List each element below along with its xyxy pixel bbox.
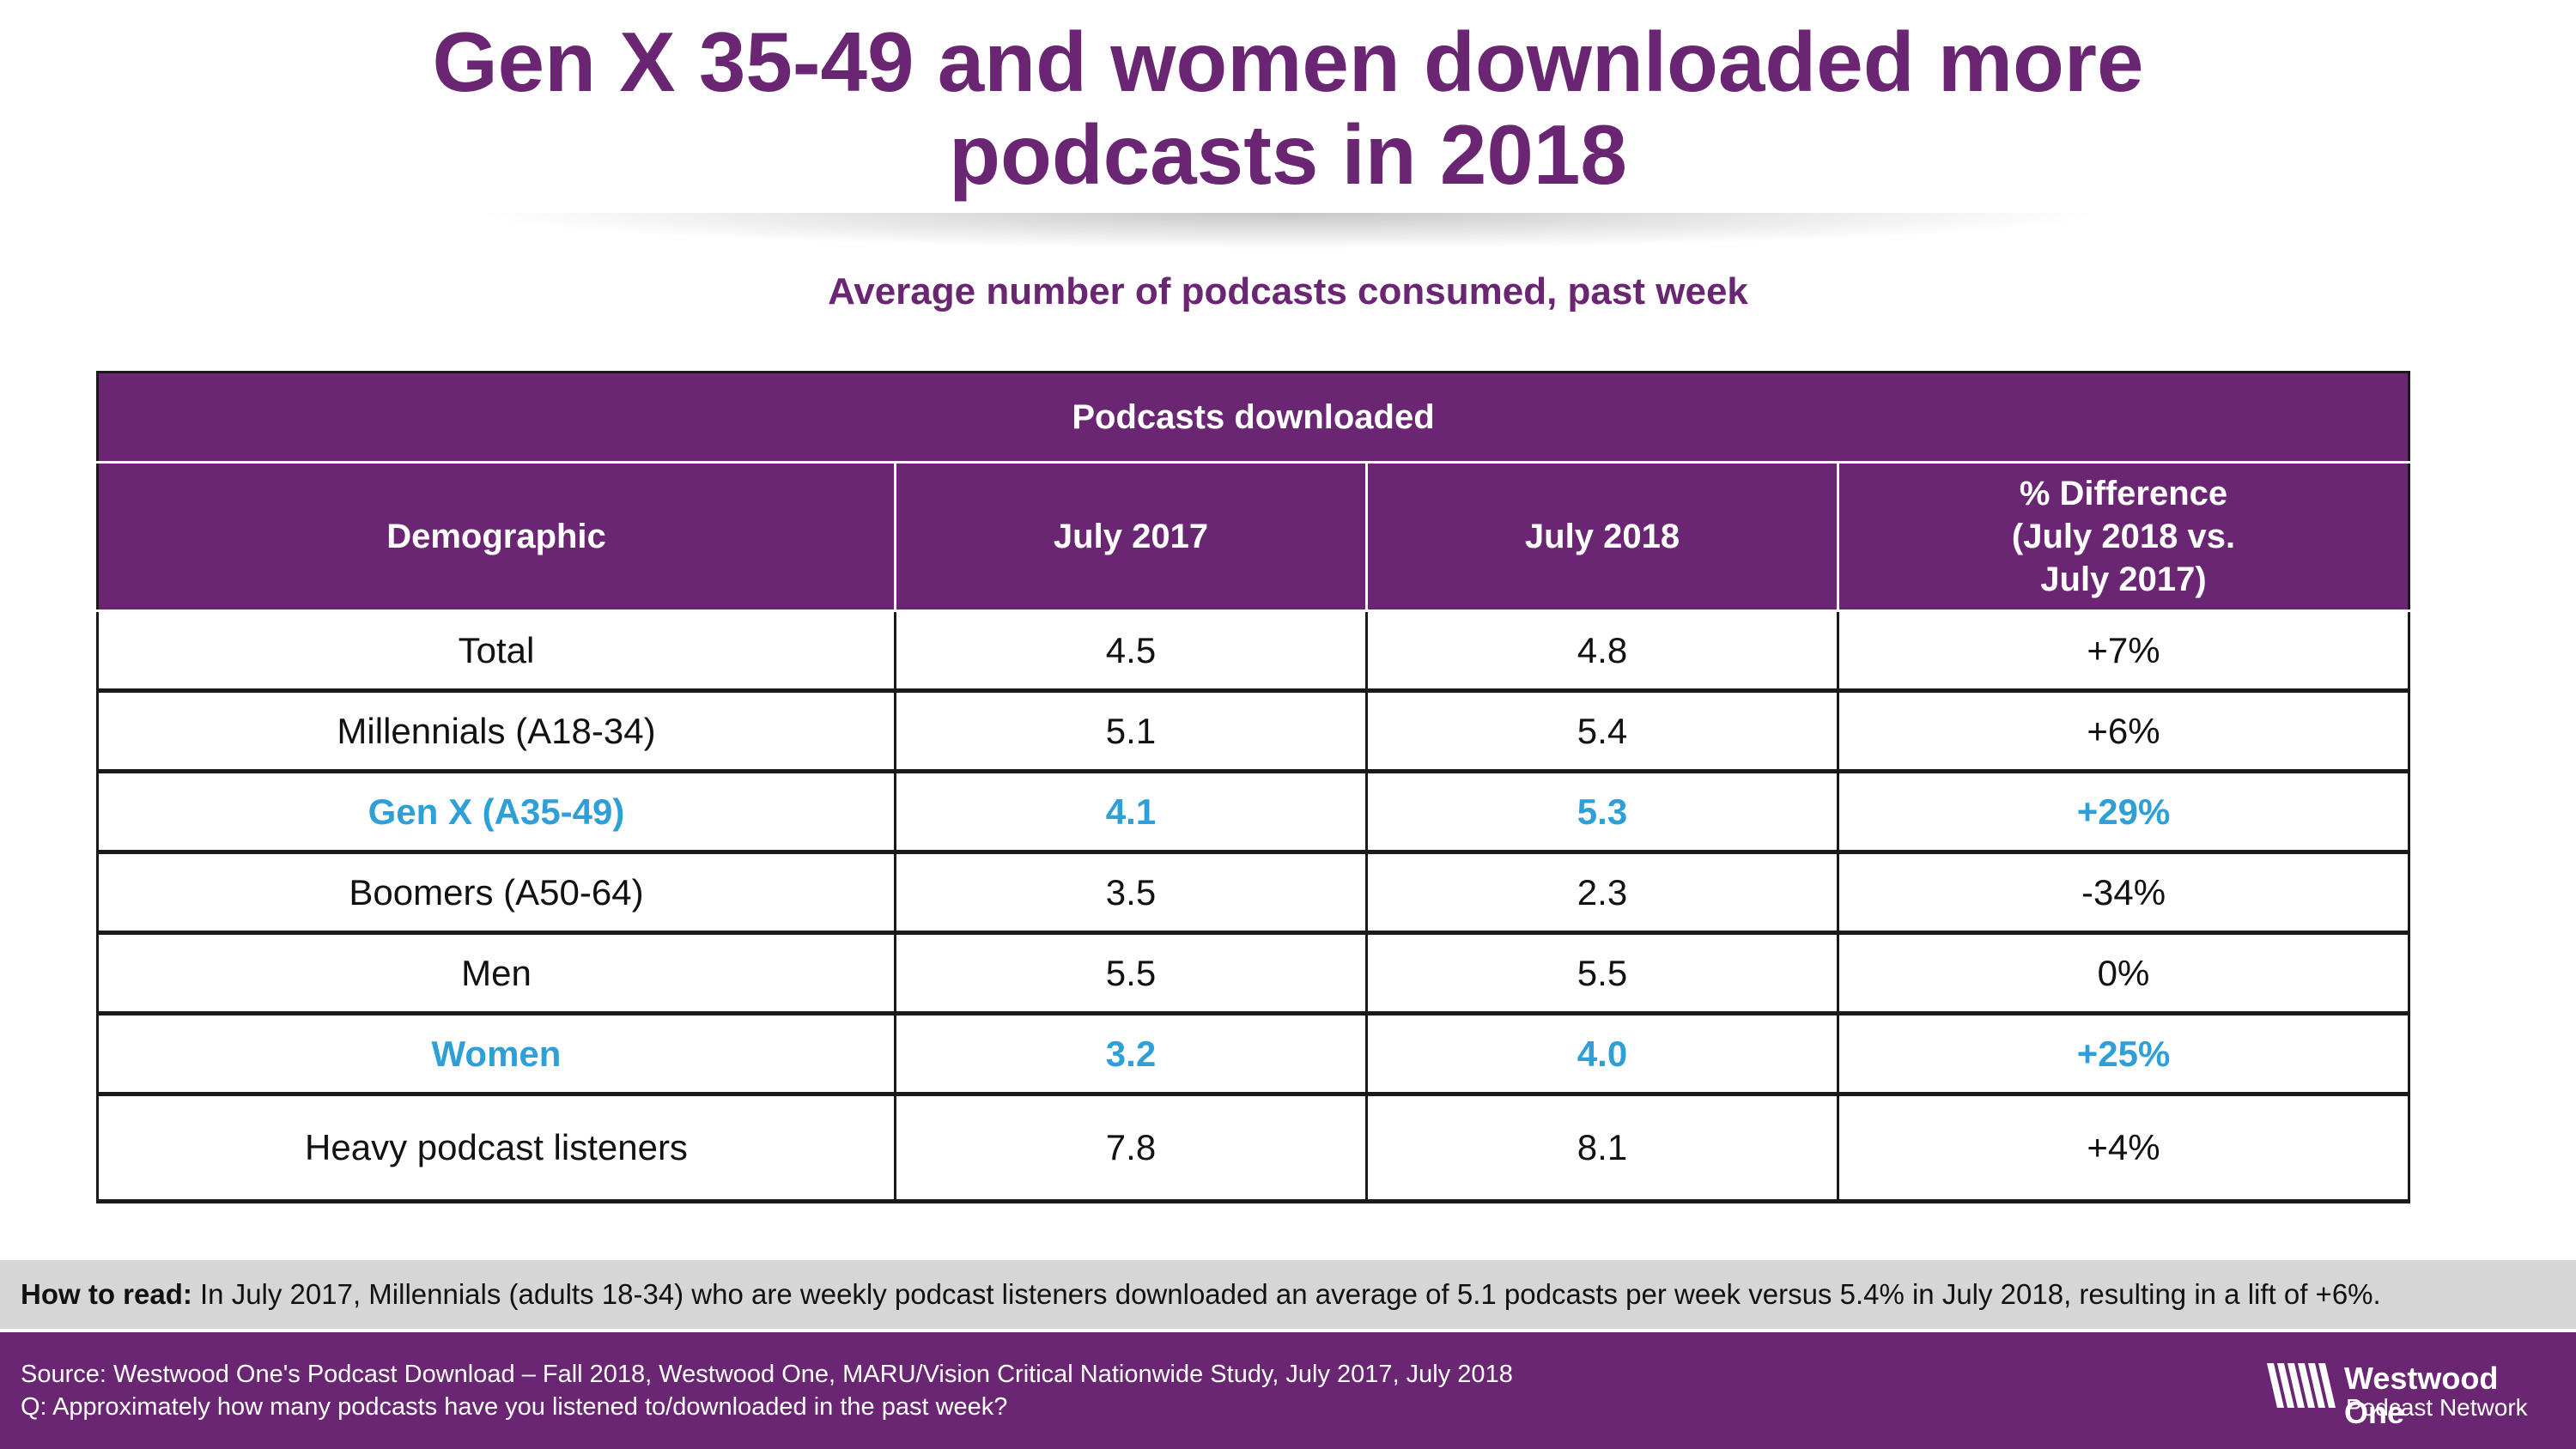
table-row: Total 4.5 4.8 +7% <box>96 609 2411 693</box>
table-row: Heavy podcast listeners 7.8 8.1 +4% <box>96 1093 2411 1203</box>
chart-subtitle: Average number of podcasts consumed, pas… <box>828 270 1748 312</box>
table-row: Women 3.2 4.0 +25% <box>96 1012 2411 1096</box>
table-body: Total 4.5 4.8 +7% Millennials (A18-34) 5.1 5.4… <box>96 609 2411 1203</box>
demographic-cell: Total <box>96 609 896 693</box>
july-2018-cell: 2.3 <box>1365 851 1839 935</box>
july-2018-cell: 4.0 <box>1365 1012 1839 1096</box>
title-line-1: Gen X 35-49 and women downloaded more <box>432 15 2144 109</box>
july-2017-cell: 4.5 <box>894 609 1368 693</box>
table-row: Millennials (A18-34) 5.1 5.4 +6% <box>96 689 2411 773</box>
source-text: Source: Westwood One's Podcast Download … <box>21 1361 1513 1388</box>
difference-header-line-2: (July 2018 vs. <box>2011 518 2236 555</box>
july-2018-cell: 8.1 <box>1365 1093 1839 1203</box>
july-2018-cell: 5.4 <box>1365 689 1839 773</box>
how-to-read-bar: How to read: In July 2017, Millennials (… <box>0 1260 2576 1329</box>
logo-brand-name: Westwood One <box>2344 1361 2499 1430</box>
difference-cell: -34% <box>1836 851 2411 935</box>
how-to-read-label: How to read: <box>21 1278 192 1310</box>
question-text: Q: Approximately how many podcasts have … <box>21 1393 1008 1421</box>
difference-cell: +7% <box>1836 609 2411 693</box>
difference-cell: 0% <box>1836 931 2411 1016</box>
westwood-one-logo: Westwood One Podcast Network <box>2267 1361 2559 1430</box>
how-to-read-text: In July 2017, Millennials (adults 18-34)… <box>200 1278 2381 1310</box>
difference-cell: +29% <box>1836 770 2411 854</box>
july-2018-cell: 4.8 <box>1365 609 1839 693</box>
difference-header-line-3: July 2017) <box>2040 561 2207 598</box>
table-row: Boomers (A50-64) 3.5 2.3 -34% <box>96 851 2411 935</box>
july-2017-cell: 3.5 <box>894 851 1368 935</box>
difference-cell: +4% <box>1836 1093 2411 1203</box>
demographic-cell: Heavy podcast listeners <box>96 1093 896 1203</box>
july-2018-cell: 5.5 <box>1365 931 1839 1016</box>
demographic-cell: Women <box>96 1012 896 1096</box>
july-2017-cell: 7.8 <box>894 1093 1368 1203</box>
july-2018-cell: 5.3 <box>1365 770 1839 854</box>
demographic-cell: Millennials (A18-34) <box>96 689 896 773</box>
july-2017-cell: 5.5 <box>894 931 1368 1016</box>
title-divider-shadow <box>129 213 2447 264</box>
source-note: Source: Westwood One's Podcast Download … <box>21 1358 1513 1423</box>
difference-cell: +6% <box>1836 689 2411 773</box>
july-2017-cell: 4.1 <box>894 770 1368 854</box>
july-2017-cell: 5.1 <box>894 689 1368 773</box>
column-header-july-2017: July 2017 <box>894 461 1368 612</box>
difference-header-line-1: % Difference <box>2019 475 2228 512</box>
title-line-2: podcasts in 2018 <box>949 107 1627 202</box>
wave-stripes-icon <box>2267 1363 2336 1408</box>
demographic-cell: Men <box>96 931 896 1016</box>
column-header-july-2018: July 2018 <box>1365 461 1839 612</box>
demographic-cell: Gen X (A35-49) <box>96 770 896 854</box>
difference-cell: +25% <box>1836 1012 2411 1096</box>
footer: Source: Westwood One's Podcast Download … <box>0 1332 2576 1449</box>
column-header-demographic: Demographic <box>96 461 896 612</box>
table-row: Gen X (A35-49) 4.1 5.3 +29% <box>96 770 2411 854</box>
logo-subtitle: Podcast Network <box>2346 1394 2528 1421</box>
july-2017-cell: 3.2 <box>894 1012 1368 1096</box>
group-header: Podcasts downloaded <box>95 371 2411 464</box>
demographic-cell: Boomers (A50-64) <box>96 851 896 935</box>
data-table: Podcasts downloaded Demographic July 201… <box>95 371 2411 1203</box>
table-row: Men 5.5 5.5 0% <box>96 931 2411 1016</box>
page-title: Gen X 35-49 and women downloaded more po… <box>0 15 2576 201</box>
column-header-difference: % Difference (July 2018 vs. July 2017) <box>1836 461 2411 612</box>
